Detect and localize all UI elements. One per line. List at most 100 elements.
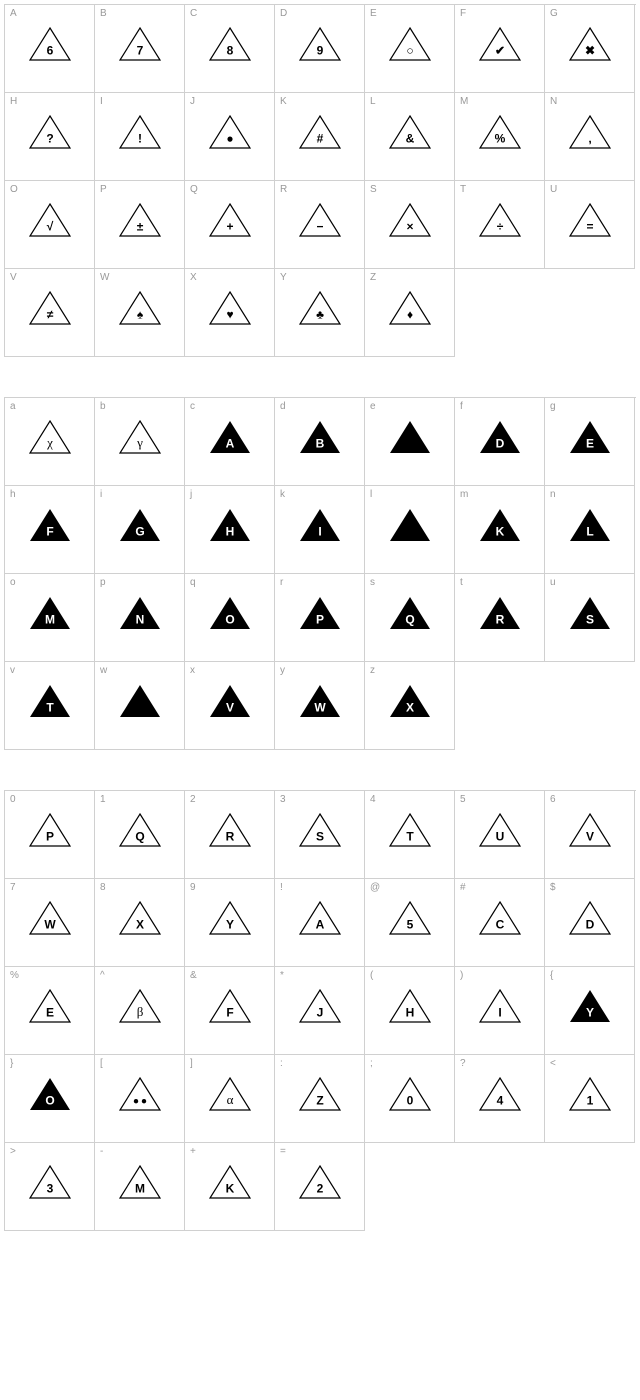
svg-text:α: α (226, 1092, 233, 1107)
glyph-cell[interactable]: t R (455, 574, 545, 662)
glyph-cell[interactable]: p N (95, 574, 185, 662)
glyph-cell[interactable]: $ D (545, 879, 635, 967)
glyph-cell[interactable]: 2 R (185, 791, 275, 879)
glyph-cell[interactable]: y W (275, 662, 365, 750)
glyph-cell[interactable]: J ● (185, 93, 275, 181)
glyph-cell[interactable]: v T (5, 662, 95, 750)
triangle-glyph-icon: S (566, 592, 614, 634)
glyph-cell[interactable]: S × (365, 181, 455, 269)
glyph-cell[interactable]: B 7 (95, 5, 185, 93)
glyph-cell[interactable]: % E (5, 967, 95, 1055)
glyph-cell[interactable]: & F (185, 967, 275, 1055)
glyph-cell[interactable]: P ± (95, 181, 185, 269)
glyph-cell[interactable]: d B (275, 398, 365, 486)
glyph-cell[interactable]: N , (545, 93, 635, 181)
glyph-cell[interactable]: f D (455, 398, 545, 486)
glyph-cell[interactable]: 0 P (5, 791, 95, 879)
glyph-cell[interactable]: * J (275, 967, 365, 1055)
glyph-cell[interactable]: H ? (5, 93, 95, 181)
glyph-cell[interactable]: Y ♣ (275, 269, 365, 357)
glyph-cell[interactable]: g E (545, 398, 635, 486)
cell-label: f (460, 401, 463, 412)
cell-label: g (550, 401, 556, 412)
glyph-cell[interactable]: K # (275, 93, 365, 181)
glyph-cell[interactable]: j H (185, 486, 275, 574)
glyph-cell[interactable]: T ÷ (455, 181, 545, 269)
glyph-cell[interactable]: 8 X (95, 879, 185, 967)
glyph-cell[interactable]: w (95, 662, 185, 750)
svg-text:2: 2 (316, 1181, 323, 1195)
glyph-cell[interactable]: 5 U (455, 791, 545, 879)
glyph-cell[interactable]: } O (5, 1055, 95, 1143)
glyph-cell[interactable]: ! A (275, 879, 365, 967)
glyph-cell[interactable]: k I (275, 486, 365, 574)
glyph-cell[interactable]: ) I (455, 967, 545, 1055)
glyph-cell[interactable]: r P (275, 574, 365, 662)
glyph-cell[interactable]: - M (95, 1143, 185, 1231)
glyph-cell[interactable]: X ♥ (185, 269, 275, 357)
glyph-cell[interactable]: ; 0 (365, 1055, 455, 1143)
glyph-cell[interactable]: G ✖ (545, 5, 635, 93)
glyph-cell[interactable]: [ (95, 1055, 185, 1143)
glyph-cell[interactable]: > 3 (5, 1143, 95, 1231)
glyph-cell[interactable]: a χ (5, 398, 95, 486)
glyph-cell[interactable]: s Q (365, 574, 455, 662)
glyph-cell[interactable]: V ≠ (5, 269, 95, 357)
glyph-cell[interactable]: M % (455, 93, 545, 181)
glyph-cell[interactable]: = 2 (275, 1143, 365, 1231)
glyph-cell[interactable]: x V (185, 662, 275, 750)
glyph-cell[interactable]: 3 S (275, 791, 365, 879)
svg-text:E: E (585, 436, 593, 450)
svg-text:T: T (46, 700, 54, 714)
glyph-cell[interactable]: F ✔ (455, 5, 545, 93)
glyph-cell[interactable]: q O (185, 574, 275, 662)
glyph-cell[interactable]: u S (545, 574, 635, 662)
glyph-cell[interactable]: L & (365, 93, 455, 181)
glyph-cell[interactable]: b γ (95, 398, 185, 486)
glyph-cell[interactable]: n L (545, 486, 635, 574)
glyph-cell[interactable]: z X (365, 662, 455, 750)
glyph-cell[interactable]: O √ (5, 181, 95, 269)
glyph-cell[interactable]: ? 4 (455, 1055, 545, 1143)
glyph-cell[interactable]: # C (455, 879, 545, 967)
glyph-cell[interactable]: Z ♦ (365, 269, 455, 357)
triangle-glyph-icon: 3 (26, 1161, 74, 1203)
glyph-cell[interactable]: ^ β (95, 967, 185, 1055)
svg-text:F: F (46, 524, 53, 538)
triangle-glyph-icon: ÷ (476, 199, 524, 241)
glyph-cell[interactable]: R − (275, 181, 365, 269)
glyph-cell[interactable]: A 6 (5, 5, 95, 93)
glyph-cell[interactable]: 4 T (365, 791, 455, 879)
cell-label: u (550, 577, 556, 588)
glyph-cell[interactable]: D 9 (275, 5, 365, 93)
glyph-cell[interactable]: e (365, 398, 455, 486)
glyph-cell[interactable]: { Y (545, 967, 635, 1055)
glyph-cell[interactable]: c A (185, 398, 275, 486)
glyph-cell[interactable]: 6 V (545, 791, 635, 879)
glyph-cell[interactable]: C 8 (185, 5, 275, 93)
svg-text:6: 6 (46, 43, 53, 57)
glyph-cell[interactable]: 1 Q (95, 791, 185, 879)
glyph-cell[interactable]: U = (545, 181, 635, 269)
glyph-cell[interactable]: ( H (365, 967, 455, 1055)
svg-text:Y: Y (225, 917, 233, 931)
triangle-glyph-icon: # (296, 111, 344, 153)
glyph-cell[interactable]: + K (185, 1143, 275, 1231)
glyph-cell[interactable]: < 1 (545, 1055, 635, 1143)
glyph-cell[interactable]: l (365, 486, 455, 574)
glyph-cell[interactable]: 9 Y (185, 879, 275, 967)
glyph-cell[interactable]: ] α (185, 1055, 275, 1143)
glyph-cell[interactable]: @ 5 (365, 879, 455, 967)
glyph-cell[interactable]: h F (5, 486, 95, 574)
svg-text:U: U (495, 829, 504, 843)
glyph-cell[interactable]: E ○ (365, 5, 455, 93)
glyph-cell[interactable]: W ♠ (95, 269, 185, 357)
svg-text:♠: ♠ (136, 307, 143, 321)
glyph-cell[interactable]: m K (455, 486, 545, 574)
glyph-cell[interactable]: o M (5, 574, 95, 662)
glyph-cell[interactable]: 7 W (5, 879, 95, 967)
glyph-cell[interactable]: Q + (185, 181, 275, 269)
glyph-cell[interactable]: I ! (95, 93, 185, 181)
glyph-cell[interactable]: : Z (275, 1055, 365, 1143)
glyph-cell[interactable]: i G (95, 486, 185, 574)
